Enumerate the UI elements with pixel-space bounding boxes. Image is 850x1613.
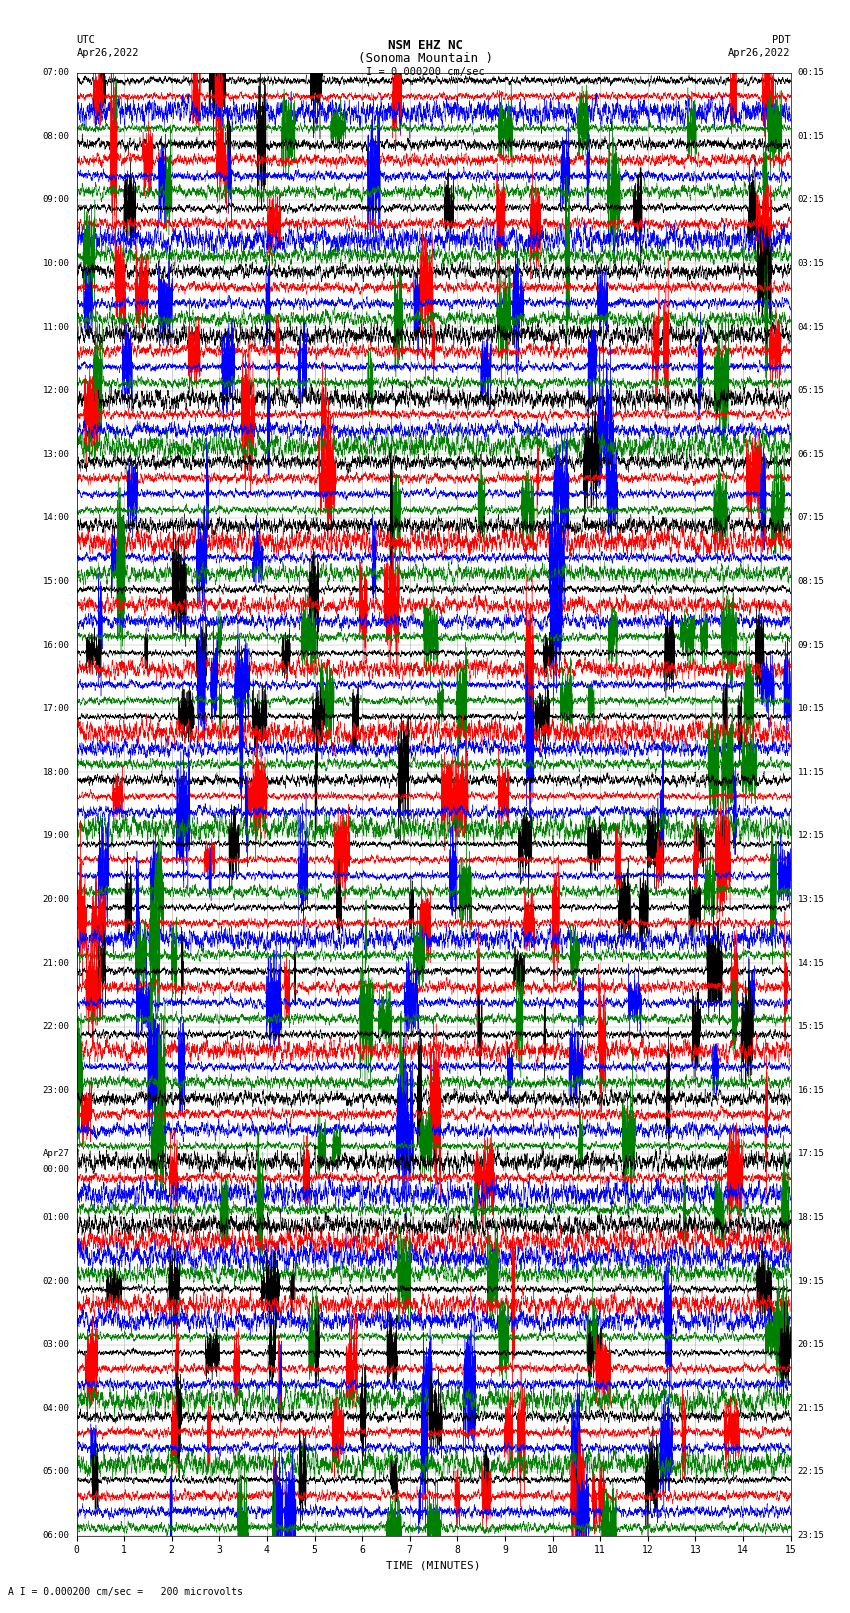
Text: 04:00: 04:00 — [42, 1403, 70, 1413]
Text: Apr26,2022: Apr26,2022 — [76, 48, 139, 58]
Text: 23:00: 23:00 — [42, 1086, 70, 1095]
Text: 06:00: 06:00 — [42, 1531, 70, 1540]
Text: 21:00: 21:00 — [42, 958, 70, 968]
Text: 11:15: 11:15 — [797, 768, 824, 777]
Text: 22:00: 22:00 — [42, 1023, 70, 1031]
Text: 06:15: 06:15 — [797, 450, 824, 458]
Text: (Sonoma Mountain ): (Sonoma Mountain ) — [358, 52, 492, 65]
Text: I = 0.000200 cm/sec: I = 0.000200 cm/sec — [366, 68, 484, 77]
Text: 00:15: 00:15 — [797, 68, 824, 77]
Text: 23:15: 23:15 — [797, 1531, 824, 1540]
Text: 01:15: 01:15 — [797, 132, 824, 140]
Text: Apr27: Apr27 — [42, 1150, 70, 1158]
Text: 13:15: 13:15 — [797, 895, 824, 903]
Text: 09:15: 09:15 — [797, 640, 824, 650]
Text: 04:15: 04:15 — [797, 323, 824, 332]
Text: 05:15: 05:15 — [797, 386, 824, 395]
Text: 08:15: 08:15 — [797, 577, 824, 586]
Text: 19:00: 19:00 — [42, 831, 70, 840]
Text: 03:00: 03:00 — [42, 1340, 70, 1348]
Text: 00:00: 00:00 — [42, 1165, 70, 1174]
Text: 15:00: 15:00 — [42, 577, 70, 586]
Text: NSM EHZ NC: NSM EHZ NC — [388, 39, 462, 52]
Text: 20:15: 20:15 — [797, 1340, 824, 1348]
Text: 18:15: 18:15 — [797, 1213, 824, 1223]
Text: 08:00: 08:00 — [42, 132, 70, 140]
Text: 16:15: 16:15 — [797, 1086, 824, 1095]
Text: A I = 0.000200 cm/sec =   200 microvolts: A I = 0.000200 cm/sec = 200 microvolts — [8, 1587, 243, 1597]
Text: 02:00: 02:00 — [42, 1276, 70, 1286]
Text: 05:00: 05:00 — [42, 1468, 70, 1476]
Text: 19:15: 19:15 — [797, 1276, 824, 1286]
Text: 13:00: 13:00 — [42, 450, 70, 458]
Text: 10:15: 10:15 — [797, 705, 824, 713]
Text: 12:00: 12:00 — [42, 386, 70, 395]
Text: 03:15: 03:15 — [797, 260, 824, 268]
Text: 07:15: 07:15 — [797, 513, 824, 523]
Text: 02:15: 02:15 — [797, 195, 824, 205]
Text: Apr26,2022: Apr26,2022 — [728, 48, 791, 58]
Text: 01:00: 01:00 — [42, 1213, 70, 1223]
Text: 17:00: 17:00 — [42, 705, 70, 713]
Text: UTC: UTC — [76, 35, 95, 45]
Text: 21:15: 21:15 — [797, 1403, 824, 1413]
Text: 22:15: 22:15 — [797, 1468, 824, 1476]
Text: 14:15: 14:15 — [797, 958, 824, 968]
Text: 07:00: 07:00 — [42, 68, 70, 77]
Text: PDT: PDT — [772, 35, 791, 45]
Text: 12:15: 12:15 — [797, 831, 824, 840]
Text: 11:00: 11:00 — [42, 323, 70, 332]
Text: 09:00: 09:00 — [42, 195, 70, 205]
Text: 16:00: 16:00 — [42, 640, 70, 650]
Text: 10:00: 10:00 — [42, 260, 70, 268]
Text: 15:15: 15:15 — [797, 1023, 824, 1031]
Text: 20:00: 20:00 — [42, 895, 70, 903]
Text: 17:15: 17:15 — [797, 1150, 824, 1158]
Text: 14:00: 14:00 — [42, 513, 70, 523]
X-axis label: TIME (MINUTES): TIME (MINUTES) — [386, 1561, 481, 1571]
Text: 18:00: 18:00 — [42, 768, 70, 777]
